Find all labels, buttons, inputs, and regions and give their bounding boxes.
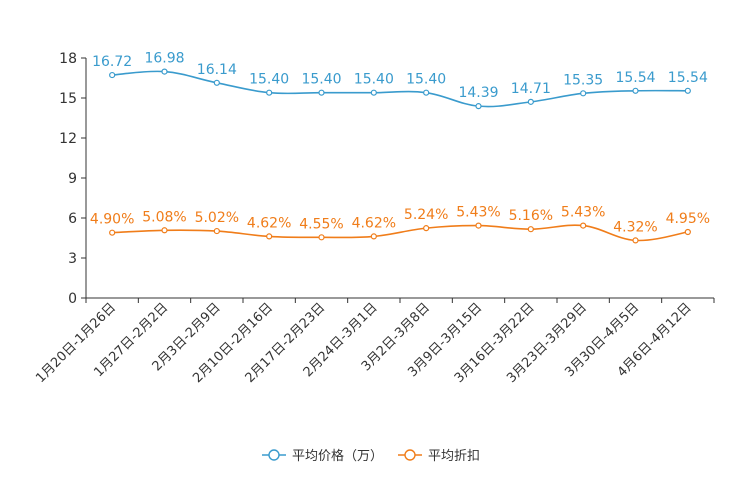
series-2: 4.90% 5.08% 5.02% 4.62% 4.55% 4.62% 5.24% 5.43%… — [90, 205, 710, 244]
data-label: 16.98 — [144, 51, 184, 67]
data-point — [266, 233, 273, 240]
data-point — [684, 87, 691, 94]
legend-item-1: 平均价格（万） — [262, 448, 383, 464]
data-label: 4.62% — [247, 215, 291, 231]
data-point — [580, 90, 587, 97]
data-point — [213, 227, 220, 235]
data-label: 5.43% — [456, 205, 500, 221]
data-label: 14.39 — [458, 85, 498, 101]
data-point — [527, 98, 534, 105]
series-layer: 16.72 16.98 16.14 15.40 15.40 15.40 15.40 14.39… — [90, 51, 710, 244]
data-point — [109, 71, 116, 79]
data-label: 4.32% — [613, 219, 657, 235]
series-line — [112, 70, 688, 108]
data-label: 5.43% — [561, 205, 605, 221]
y-tick-label: 15 — [59, 91, 77, 107]
legend-marker-icon — [268, 449, 280, 461]
data-point — [423, 225, 430, 232]
data-label: 5.24% — [404, 207, 448, 223]
y-tick-label: 3 — [68, 251, 77, 267]
series-line — [112, 224, 688, 242]
data-label: 4.62% — [352, 215, 396, 231]
y-tick-label: 18 — [59, 51, 77, 67]
y-tick-label: 12 — [59, 131, 77, 147]
data-point — [475, 103, 482, 110]
legend-label: 平均价格（万） — [292, 448, 383, 464]
legend-label: 平均折扣 — [428, 449, 480, 464]
data-label: 15.40 — [249, 72, 289, 88]
data-point — [475, 222, 482, 229]
data-point — [632, 237, 639, 244]
data-label: 16.72 — [92, 54, 132, 70]
y-tick-label: 6 — [68, 211, 77, 227]
data-point — [684, 228, 691, 236]
data-label: 15.54 — [615, 70, 655, 86]
data-point — [318, 89, 325, 96]
data-label: 5.08% — [142, 209, 186, 225]
data-label: 4.90% — [90, 212, 134, 228]
data-point — [632, 87, 639, 94]
data-point — [318, 234, 325, 241]
y-tick-label: 9 — [68, 171, 77, 187]
data-point — [161, 68, 168, 75]
y-tick-label: 0 — [68, 291, 77, 307]
data-point — [370, 89, 377, 96]
data-label: 15.40 — [301, 72, 341, 88]
data-point — [109, 229, 116, 236]
data-label: 5.16% — [509, 208, 553, 224]
data-point — [213, 79, 220, 86]
data-point — [266, 89, 273, 96]
data-label: 15.54 — [668, 70, 708, 86]
legend-marker-icon — [404, 449, 416, 461]
data-label: 4.95% — [666, 211, 710, 227]
data-point — [527, 226, 534, 233]
data-point — [370, 233, 377, 240]
legend-item-2: 平均折扣 — [398, 449, 480, 464]
legend: 平均价格（万） 平均折扣 — [262, 448, 480, 464]
data-point — [423, 89, 430, 96]
data-point — [580, 222, 587, 229]
data-label: 15.35 — [563, 72, 603, 88]
data-label: 5.02% — [195, 210, 239, 226]
series-1: 16.72 16.98 16.14 15.40 15.40 15.40 15.40 14.39… — [92, 51, 708, 110]
data-label: 15.40 — [354, 72, 394, 88]
data-label: 15.40 — [406, 72, 446, 88]
data-label: 4.55% — [299, 216, 343, 232]
data-label: 16.14 — [197, 62, 237, 78]
data-point — [161, 227, 168, 234]
data-label: 14.71 — [511, 81, 551, 97]
